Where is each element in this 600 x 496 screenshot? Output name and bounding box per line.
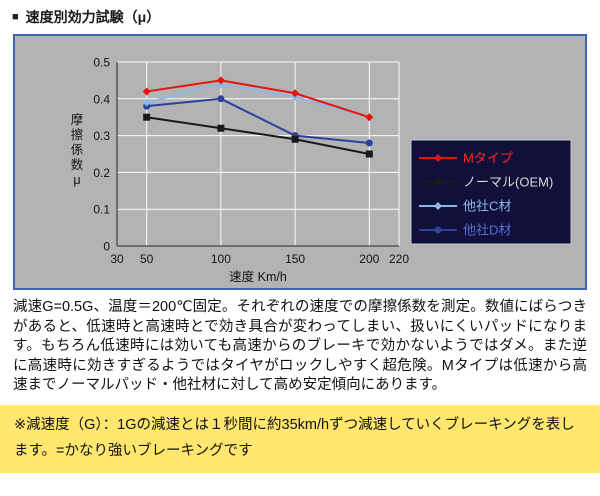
page: ■ 速度別効力試験（μ） 0 0.1 0.2 0.3 0.4 0.5 30 50 100 150 2… [0, 0, 600, 473]
x-axis-title: 速度 Km/h [229, 269, 287, 284]
y-axis-title-char: 摩 [71, 112, 84, 127]
description-text: 減速G=0.5G、温度＝200℃固定。それぞれの速度での摩擦係数を測定。数値にば… [13, 299, 587, 393]
y-axis-title-char: 数 [71, 157, 84, 172]
data-marker [365, 113, 374, 122]
deceleration-note: ※減速度（G）：1Gの減速とは１秒間に約35km/hずつ減速していくブレーキング… [0, 404, 600, 473]
data-marker [365, 150, 373, 158]
y-axis-title-char: 係 [71, 143, 84, 157]
data-marker [291, 89, 300, 98]
x-tick-label: 150 [285, 252, 305, 266]
series-line [146, 83, 370, 119]
y-tick-label: 0 [103, 240, 110, 254]
data-marker [365, 139, 373, 147]
data-marker [142, 98, 151, 107]
y-axis-title-char: 擦 [71, 128, 84, 142]
legend-label: ノーマル(OEM) [463, 175, 553, 190]
data-marker [217, 124, 225, 132]
data-marker [216, 76, 225, 85]
legend-label: 他社C材 [463, 199, 511, 214]
series-line [146, 116, 370, 155]
square-bullet-icon: ■ [12, 10, 19, 23]
y-tick-label: 0.1 [93, 203, 110, 217]
chart-frame: 0 0.1 0.2 0.3 0.4 0.5 30 50 100 150 200 220 摩擦係数 μ 速度 … [13, 34, 587, 290]
y-axis-title-char: μ [73, 173, 80, 187]
data-marker [217, 95, 225, 103]
section-title: 速度別効力試験（μ） [25, 9, 161, 25]
legend-label: 他社D材 [463, 223, 511, 238]
y-tick-label: 0.4 [93, 92, 110, 106]
x-tick-label: 100 [211, 252, 231, 266]
data-marker [434, 226, 442, 234]
series-line [146, 97, 370, 144]
plot-area [117, 62, 399, 246]
y-tick-label: 0.3 [93, 129, 110, 143]
series-line [146, 79, 370, 119]
data-marker [434, 202, 442, 210]
data-marker [142, 87, 151, 96]
x-tick-label: 200 [359, 252, 379, 266]
x-tick-label: 220 [389, 252, 409, 266]
data-marker [434, 178, 442, 186]
data-marker [434, 154, 442, 162]
legend-label: Mタイプ [463, 151, 513, 166]
data-marker [291, 135, 299, 143]
data-marker [143, 113, 151, 121]
section-header: ■ 速度別効力試験（μ） [0, 0, 600, 32]
x-tick-label: 30 [110, 252, 124, 266]
x-tick-label: 50 [140, 252, 154, 266]
y-tick-label: 0.2 [93, 166, 110, 180]
y-tick-label: 0.5 [93, 56, 110, 70]
